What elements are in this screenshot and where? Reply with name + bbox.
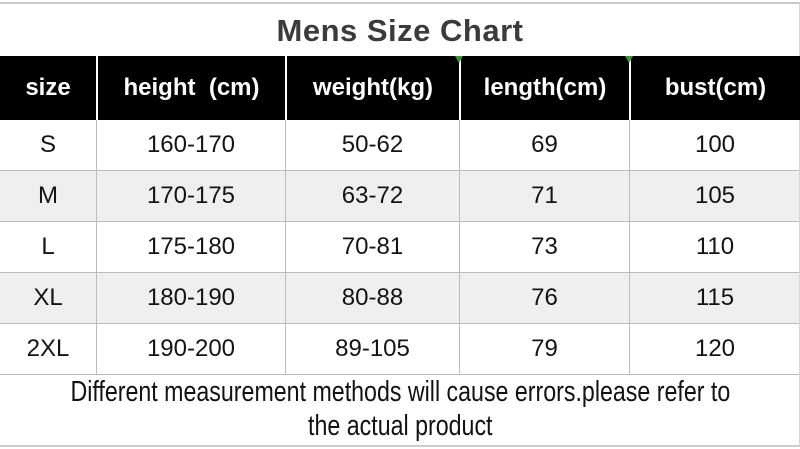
bust-cell: 105 (629, 171, 800, 221)
length-cell: 73 (459, 222, 629, 272)
footer-note-line1: Different measurement methods will cause… (70, 375, 730, 408)
table-row-l: L 175-180 70-81 73 110 (0, 222, 800, 273)
height-cell: 160-170 (96, 120, 285, 170)
height-cell: 175-180 (96, 222, 285, 272)
length-cell: 79 (459, 324, 629, 374)
length-cell: 69 (459, 120, 629, 170)
size-cell: S (39, 131, 56, 158)
footer-note: Different measurement methods will cause… (0, 375, 800, 448)
page-title: Mens Size Chart (276, 13, 524, 48)
table-row-s: S 160-170 50-62 69 100 (0, 120, 800, 171)
bottom-border-line (0, 445, 800, 447)
size-cell: XL (33, 284, 63, 311)
column-header-weight: weight(kg) (285, 56, 459, 120)
weight-cell: 63-72 (285, 171, 459, 221)
green-corner-marker-icon (625, 56, 633, 63)
table-header-row: size height (cm) weight(kg) length(cm) b… (0, 56, 800, 120)
height-cell: 190-200 (96, 324, 285, 374)
weight-cell: 50-62 (285, 120, 459, 170)
size-chart-table: size height (cm) weight(kg) length(cm) b… (0, 56, 800, 375)
bust-cell: 100 (629, 120, 800, 170)
bust-cell: 120 (629, 324, 800, 374)
column-header-height: height (cm) (96, 56, 285, 120)
length-cell: 76 (459, 273, 629, 323)
title-bar: Mens Size Chart (0, 0, 800, 56)
weight-cell: 80-88 (285, 273, 459, 323)
weight-cell: 89-105 (285, 324, 459, 374)
table-row-xl: XL 180-190 80-88 76 115 (0, 273, 800, 324)
size-cell: 2XL (26, 335, 70, 362)
size-cell: M (38, 182, 58, 209)
top-border-line (0, 2, 800, 4)
table-row-2xl: 2XL 190-200 89-105 79 120 (0, 324, 800, 375)
column-header-bust: bust(cm) (629, 56, 800, 120)
size-cell: L (41, 233, 55, 260)
footer-note-line2: the actual product (307, 409, 493, 442)
height-cell: 170-175 (96, 171, 285, 221)
green-corner-marker-icon (455, 56, 463, 63)
bust-cell: 115 (629, 273, 800, 323)
table-row-m: M 170-175 63-72 71 105 (0, 171, 800, 222)
height-cell: 180-190 (96, 273, 285, 323)
column-header-size: size (25, 74, 71, 101)
length-cell: 71 (459, 171, 629, 221)
weight-cell: 70-81 (285, 222, 459, 272)
bust-cell: 110 (629, 222, 800, 272)
column-header-length: length(cm) (459, 56, 629, 120)
